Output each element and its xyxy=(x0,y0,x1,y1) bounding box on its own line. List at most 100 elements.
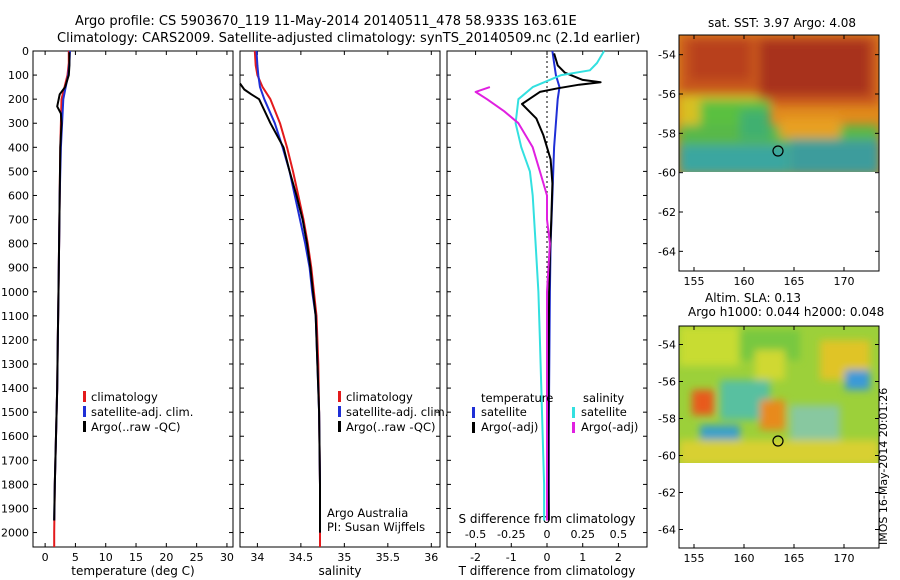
y-tick-label: 1100 xyxy=(1,310,29,323)
map-y-tick-label: -60 xyxy=(658,167,676,180)
sla-map-frame xyxy=(678,325,880,549)
y-tick-label: 1200 xyxy=(1,334,29,347)
y-tick-label: 1600 xyxy=(1,430,29,443)
legend-swatch xyxy=(338,421,341,432)
x-axis-label: temperature (deg C) xyxy=(71,564,194,578)
series-line-salinity-argo-adj- xyxy=(474,86,551,521)
y-tick-label: 1800 xyxy=(1,478,29,491)
y-tick-label: 800 xyxy=(8,238,29,251)
map-y-tick-label: -54 xyxy=(658,339,676,352)
x-tick-label: 15 xyxy=(129,551,143,564)
map-y-tick-label: -64 xyxy=(658,245,676,258)
series-line-satellite-adj-clim- xyxy=(255,50,321,533)
y-tick-label: 900 xyxy=(8,262,29,275)
sla-map-ticks: 155 160 165 170 -54 -56 -58 -60 -62 -64 xyxy=(658,326,879,565)
sla-field xyxy=(679,326,879,463)
header-line-2: Climatology: CARS2009. Satellite-adjuste… xyxy=(57,31,640,46)
x-tick-label: 5 xyxy=(72,551,79,564)
sst-map-frame xyxy=(678,34,880,272)
x-tick-label: -2 xyxy=(470,551,481,564)
y-tick-label: 1700 xyxy=(1,454,29,467)
credit-line-2: PI: Susan Wijffels xyxy=(327,520,425,534)
series-line-climatology xyxy=(253,50,321,547)
map-x-tick-label: 165 xyxy=(784,275,805,288)
map-x-tick-label: 155 xyxy=(684,552,705,565)
sla-map-title: Altim. SLA: 0.13 xyxy=(705,291,801,305)
legend-label: Argo(..raw -QC) xyxy=(346,420,436,434)
sla-argo-marker xyxy=(772,435,784,447)
y-tick-label: 500 xyxy=(8,165,29,178)
x-axis-label: salinity xyxy=(318,564,361,578)
map-x-tick-label: 155 xyxy=(684,275,705,288)
y-tick-label: 1900 xyxy=(1,502,29,515)
secondary-x-tick-label: -0.25 xyxy=(497,528,525,541)
x-axis-label: T difference from climatology xyxy=(458,564,636,578)
x-tick-label: 25 xyxy=(190,551,204,564)
profile-panel-1: 0100200300400500600700800900100011001200… xyxy=(1,45,234,578)
legend-temperature-header: temperature xyxy=(481,391,553,405)
legend-temp-satellite-swatch xyxy=(472,407,475,418)
panel-frame xyxy=(32,50,234,548)
y-tick-label: 300 xyxy=(8,117,29,130)
y-tick-label: 200 xyxy=(8,93,29,106)
map-x-tick-label: 165 xyxy=(784,552,805,565)
series-line-argo-raw-qc- xyxy=(239,82,321,533)
series-line-temperature-argo-adj- xyxy=(521,53,602,521)
legend-label: Argo(..raw -QC) xyxy=(91,420,181,434)
secondary-x-tick-label: 0.5 xyxy=(610,528,628,541)
secondary-x-tick-label: 0.25 xyxy=(570,528,595,541)
x-tick-label: 35 xyxy=(337,551,351,564)
x-tick-label: 0 xyxy=(42,551,49,564)
map-y-tick-label: -58 xyxy=(658,127,676,140)
legend-swatch xyxy=(83,406,86,417)
profile-panels: 0100200300400500600700800900100011001200… xyxy=(1,45,648,578)
legend-swatch xyxy=(83,421,86,432)
sst-map-ticks: 155 160 165 170 -54 -56 -58 -60 -62 -64 xyxy=(658,35,879,288)
y-tick-label: 600 xyxy=(8,189,29,202)
map-y-tick-label: -62 xyxy=(658,206,676,219)
map-x-tick-label: 160 xyxy=(734,552,755,565)
y-tick-label: 700 xyxy=(8,214,29,227)
legend-sal-argo-label: Argo(-adj) xyxy=(581,420,638,434)
x-tick-label: -1 xyxy=(506,551,517,564)
map-y-tick-label: -54 xyxy=(658,49,676,62)
sst-argo-marker xyxy=(772,145,784,157)
y-tick-label: 2000 xyxy=(1,527,29,540)
legend-sal-satellite-label: satellite xyxy=(581,405,627,419)
legend-label: climatology xyxy=(91,390,158,404)
legend-label: satellite-adj. clim. xyxy=(346,405,448,419)
credit-line-1: Argo Australia xyxy=(327,506,408,520)
x-tick-label: 0 xyxy=(544,551,551,564)
y-tick-label: 100 xyxy=(8,69,29,82)
legend-temp-satellite-label: satellite xyxy=(481,405,527,419)
legend-sal-argo-swatch xyxy=(572,422,575,433)
x-tick-label: 30 xyxy=(220,551,234,564)
series-line-temperature-satellite xyxy=(547,50,561,521)
secondary-x-tick-label: -0.5 xyxy=(465,528,486,541)
legend-swatch xyxy=(83,391,86,402)
panel3-legend: temperature salinity satellite Argo(-adj… xyxy=(472,391,638,434)
map-y-tick-label: -58 xyxy=(658,413,676,426)
side-timestamp: IMOS 16-May-2014 20:01:26 xyxy=(877,388,890,545)
x-tick-label: 10 xyxy=(99,551,113,564)
legend-swatch xyxy=(338,391,341,402)
map-y-tick-label: -62 xyxy=(658,487,676,500)
panel-frame xyxy=(239,50,441,548)
sst-field xyxy=(679,35,879,172)
x-tick-label: 1 xyxy=(579,551,586,564)
y-tick-label: 400 xyxy=(8,141,29,154)
y-tick-label: 1500 xyxy=(1,406,29,419)
x-tick-label: 2 xyxy=(615,551,622,564)
series-line-salinity-satellite xyxy=(514,50,605,521)
sla-map-subtitle: Argo h1000: 0.044 h2000: 0.048 xyxy=(688,305,884,319)
y-tick-label: 0 xyxy=(22,45,29,58)
sst-map-title: sat. SST: 3.97 Argo: 4.08 xyxy=(708,16,856,30)
x-tick-label: 34.5 xyxy=(289,551,314,564)
map-x-tick-label: 160 xyxy=(734,275,755,288)
y-tick-label: 1400 xyxy=(1,382,29,395)
x-tick-label: 20 xyxy=(159,551,173,564)
map-y-tick-label: -60 xyxy=(658,450,676,463)
legend-temp-argo-swatch xyxy=(472,422,475,433)
